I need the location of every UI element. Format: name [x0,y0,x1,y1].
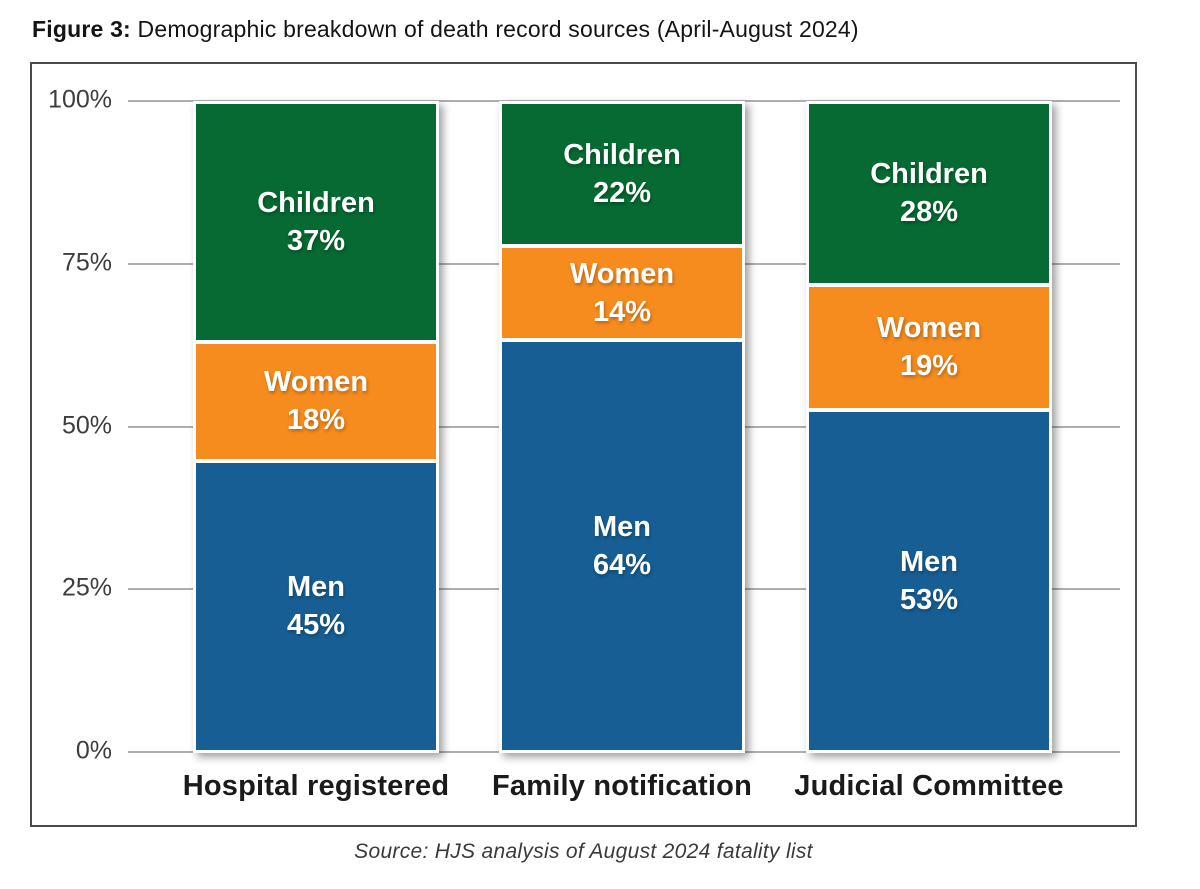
y-tick-label: 25% [61,573,112,602]
segment-men: Men 64% [502,341,742,750]
figure-number: Figure 3: [32,16,131,42]
segment-label-value: 53% [899,583,959,616]
chart-container: 100% 75% 50% 25% 0% Children 37% Women 18% Men 45… [30,62,1137,827]
segment-label-name: Women [569,257,675,290]
category-label: Judicial Committee [794,770,1064,802]
bars-layer: Children 37% Women 18% Men 45% Children 22% Wome… [32,64,1135,825]
y-tick-label: 100% [48,85,112,114]
segment-label-value: 18% [286,404,346,437]
y-tick-label: 50% [61,410,112,439]
segment-children: Children 28% [809,104,1049,283]
category-labels-layer: Hospital registered Family notification Ju… [32,64,1135,825]
segment-label-value: 19% [899,350,959,383]
segment-women: Women 14% [502,248,742,338]
segment-label-value: 28% [899,196,959,229]
segment-label-value: 14% [592,296,652,329]
y-tick-label: 0% [75,736,112,765]
segment-children: Children 37% [196,104,436,341]
segment-children: Children 22% [502,104,742,245]
segment-label-name: Children [257,186,375,219]
segment-women: Women 19% [809,286,1049,408]
segment-label-name: Children [870,158,988,191]
segment-label-name: Women [876,311,982,344]
segment-label-name: Men [900,545,958,578]
segment-label-value: 22% [592,177,652,210]
segment-label-name: Women [263,366,369,399]
segment-label-name: Men [593,510,651,543]
segment-women: Women 18% [196,344,436,459]
category-label: Hospital registered [182,770,450,802]
segment-label-value: 64% [592,548,652,581]
y-tick-label: 75% [61,248,112,277]
segment-men: Men 45% [196,462,436,750]
segment-label-name: Men [287,571,345,604]
figure-title-text: Demographic breakdown of death record so… [130,16,859,42]
stacked-bar-hospital-registered: Children 37% Women 18% Men 45% [193,101,439,753]
category-label: Family notification [492,770,752,802]
segment-label-value: 37% [286,225,346,258]
segment-men: Men 53% [809,411,1049,750]
stacked-bar-judicial-committee: Children 28% Women 19% Men 53% [806,101,1052,753]
segment-label-value: 45% [286,609,346,642]
figure-title: Figure 3: Demographic breakdown of death… [32,16,859,43]
segment-label-name: Children [563,138,681,171]
stacked-bar-family-notification: Children 22% Women 14% Men 64% [499,101,745,753]
source-note: Source: HJS analysis of August 2024 fata… [354,840,813,863]
